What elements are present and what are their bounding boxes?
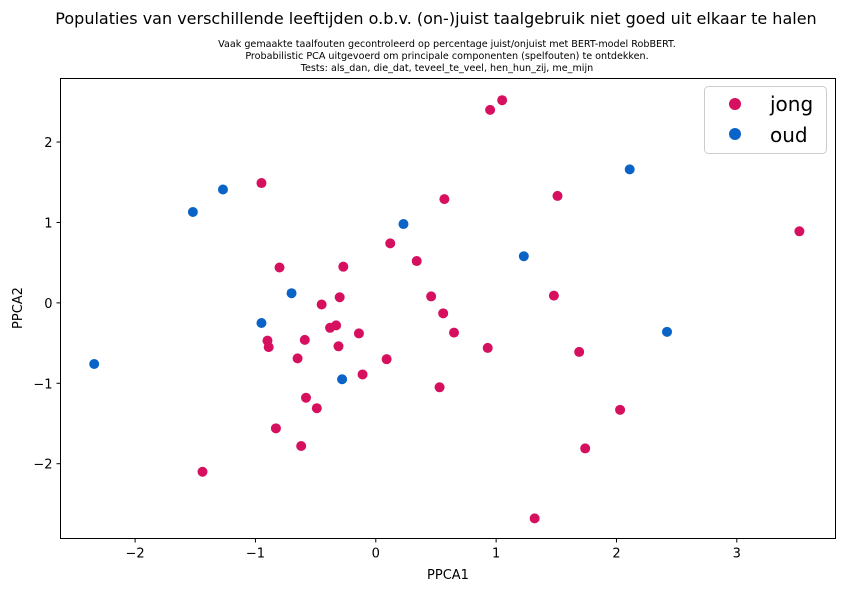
data-point-oud bbox=[89, 358, 100, 369]
data-point-jong bbox=[552, 190, 563, 201]
x-axis-label: PPCA1 bbox=[427, 568, 469, 583]
data-point-oud bbox=[187, 206, 198, 217]
data-point-oud bbox=[624, 164, 635, 175]
legend-label-jong: jong bbox=[769, 92, 813, 116]
x-tick-label: −2 bbox=[126, 547, 145, 562]
x-tick-label: −1 bbox=[246, 547, 265, 562]
data-point-jong bbox=[574, 346, 585, 357]
data-point-jong bbox=[334, 292, 345, 303]
data-point-jong bbox=[794, 226, 805, 237]
data-point-jong bbox=[292, 353, 303, 364]
chart-subtitle-line-3: Tests: als_dan, die_dat, teveel_te_veel,… bbox=[300, 63, 593, 74]
legend-marker-jong bbox=[729, 98, 741, 110]
data-point-jong bbox=[580, 443, 591, 454]
data-point-jong bbox=[197, 466, 208, 477]
data-point-oud bbox=[217, 184, 228, 195]
data-point-jong bbox=[274, 262, 285, 273]
data-point-jong bbox=[311, 403, 322, 414]
y-tick-label: −2 bbox=[33, 458, 52, 473]
x-tick-label: 1 bbox=[492, 547, 500, 562]
plot-area-frame bbox=[60, 78, 836, 539]
data-point-jong bbox=[353, 328, 364, 339]
data-point-jong bbox=[434, 382, 445, 393]
legend-marker-oud bbox=[729, 128, 741, 140]
data-point-jong bbox=[333, 341, 344, 352]
data-point-jong bbox=[270, 423, 281, 434]
data-point-jong bbox=[263, 342, 274, 353]
data-point-jong bbox=[331, 320, 342, 331]
chart-subtitle-line-2: Probabilistic PCA uitgevoerd om principa… bbox=[245, 51, 648, 62]
data-points bbox=[89, 95, 805, 524]
data-point-jong bbox=[411, 256, 422, 267]
y-tick-label: −1 bbox=[33, 377, 52, 392]
y-axis-label: PPCA2 bbox=[11, 287, 26, 329]
data-point-jong bbox=[497, 95, 508, 106]
x-axis: −2 −1 0 1 2 3 bbox=[126, 538, 741, 562]
data-point-jong bbox=[485, 104, 496, 115]
chart-title: Populaties van verschillende leeftijden … bbox=[55, 9, 816, 28]
data-point-oud bbox=[337, 374, 348, 385]
data-point-oud bbox=[286, 288, 297, 299]
data-point-jong bbox=[449, 327, 460, 338]
x-tick-label: 3 bbox=[733, 547, 741, 562]
data-point-jong bbox=[529, 513, 540, 524]
data-point-jong bbox=[385, 238, 396, 249]
data-point-jong bbox=[299, 334, 310, 345]
data-point-jong bbox=[548, 290, 559, 301]
data-point-oud bbox=[398, 219, 409, 230]
data-point-jong bbox=[426, 291, 437, 302]
chart-subtitle-line-1: Vaak gemaakte taalfouten gecontroleerd o… bbox=[218, 39, 676, 50]
legend-label-oud: oud bbox=[770, 123, 808, 147]
data-point-jong bbox=[438, 308, 449, 319]
data-point-oud bbox=[518, 251, 529, 262]
data-point-jong bbox=[296, 441, 307, 452]
legend: jong oud bbox=[704, 86, 827, 154]
data-point-oud bbox=[662, 326, 673, 337]
data-point-jong bbox=[357, 369, 368, 380]
y-tick-label: 2 bbox=[44, 136, 52, 151]
data-point-jong bbox=[316, 299, 327, 310]
data-point-jong bbox=[615, 404, 626, 415]
x-tick-label: 2 bbox=[612, 547, 620, 562]
data-point-oud bbox=[256, 317, 267, 328]
data-point-jong bbox=[338, 261, 349, 272]
data-point-jong bbox=[482, 342, 493, 353]
data-point-jong bbox=[300, 392, 311, 403]
y-tick-label: 1 bbox=[44, 216, 52, 231]
y-axis: −2 −1 0 1 2 bbox=[33, 136, 61, 473]
data-point-jong bbox=[439, 194, 450, 205]
x-tick-label: 0 bbox=[372, 547, 380, 562]
data-point-jong bbox=[256, 178, 267, 189]
data-point-jong bbox=[381, 354, 392, 365]
y-tick-label: 0 bbox=[44, 297, 52, 312]
